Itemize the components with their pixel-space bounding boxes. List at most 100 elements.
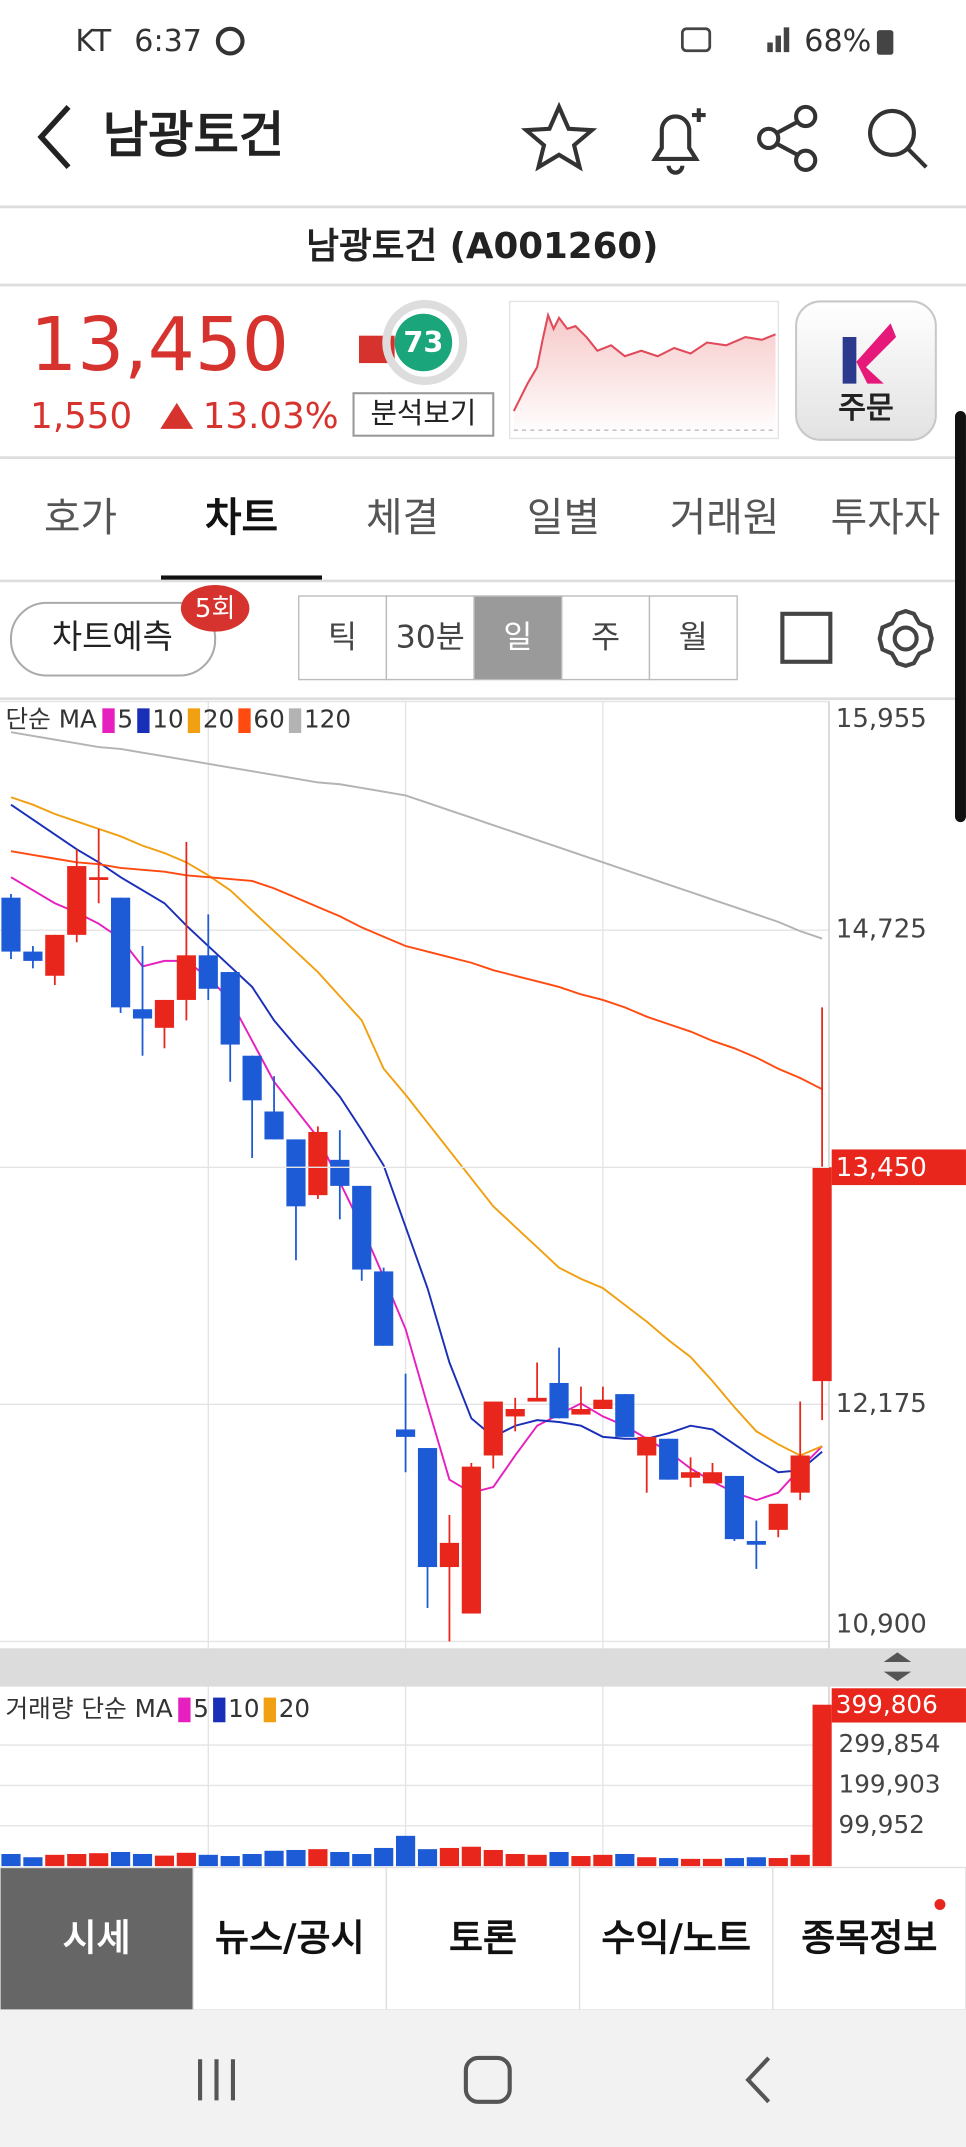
bottom-tab-label: 시세 xyxy=(63,1917,131,1960)
legend-label: 5 xyxy=(193,1694,209,1723)
order-logo xyxy=(856,323,897,384)
time: 6:37 xyxy=(134,24,202,59)
volume-bar xyxy=(132,1854,153,1867)
volume-bar xyxy=(527,1854,547,1867)
volume-bar xyxy=(242,1854,262,1867)
volume-bar xyxy=(395,1835,416,1867)
bottom-tab[interactable] xyxy=(772,1866,966,2011)
favorite-button[interactable] xyxy=(520,101,598,172)
forecast-badge xyxy=(180,585,250,632)
candle-body xyxy=(505,1408,525,1417)
period-button[interactable] xyxy=(385,595,475,681)
search-button[interactable] xyxy=(868,108,928,169)
tab[interactable] xyxy=(322,460,483,579)
ma-line xyxy=(10,796,823,1457)
legend-label: 20 xyxy=(203,705,234,734)
volume-bar xyxy=(308,1849,328,1867)
legend-label: 120 xyxy=(304,705,351,734)
volume-bar xyxy=(746,1857,766,1867)
candle-body xyxy=(702,1472,723,1484)
candle-body xyxy=(176,955,196,1000)
period-button[interactable] xyxy=(473,595,563,681)
score: 73 xyxy=(403,325,443,359)
volume-bar xyxy=(220,1856,240,1867)
tab[interactable] xyxy=(161,460,323,579)
candle-body xyxy=(264,1111,284,1140)
fullscreen-button[interactable] xyxy=(780,611,833,664)
legend-swatch xyxy=(187,708,201,734)
current-price: 13,450 xyxy=(30,302,289,388)
candle-body xyxy=(154,999,175,1028)
tab-label: 차트 xyxy=(205,495,278,541)
analysis-button[interactable] xyxy=(352,392,495,437)
legend-label: 10 xyxy=(152,705,183,734)
legend-label: 20 xyxy=(279,1694,310,1723)
candle-body xyxy=(111,897,131,1008)
legend-swatch xyxy=(288,708,302,734)
change-percent: 13.03% xyxy=(203,396,339,437)
sparkline xyxy=(512,311,776,412)
volume-bar xyxy=(461,1846,481,1867)
badge-label: 5회 xyxy=(195,594,236,624)
candle-body xyxy=(812,1167,832,1382)
volume-bar xyxy=(790,1854,810,1867)
y-tick-label: 14,725 xyxy=(836,915,927,945)
bottom-tab[interactable] xyxy=(0,1866,194,2011)
status-bar: KT 6:37 68% xyxy=(75,24,894,59)
current-price-box xyxy=(831,1149,966,1186)
status-icon xyxy=(215,26,245,56)
y-tick-label: 299,854 xyxy=(839,1729,941,1758)
ma-line xyxy=(10,803,823,1474)
forecast-label: 차트예측 xyxy=(52,617,173,656)
y-tick-label: 15,955 xyxy=(836,704,927,734)
period-label: 일 xyxy=(503,619,532,655)
sparkline-area xyxy=(513,315,776,436)
tab[interactable] xyxy=(804,460,966,579)
alert-button[interactable] xyxy=(651,108,706,175)
candle-body xyxy=(724,1475,745,1540)
score-ring xyxy=(382,300,468,386)
candle-body xyxy=(483,1401,503,1456)
candle-body xyxy=(615,1394,635,1437)
stock-name: 남광토건 (A001260) xyxy=(306,226,658,267)
tab[interactable] xyxy=(483,460,644,579)
volume-bar xyxy=(374,1847,394,1867)
share-button[interactable] xyxy=(757,104,818,172)
candle-body xyxy=(680,1472,701,1478)
tab[interactable] xyxy=(643,460,805,579)
resize-handle[interactable] xyxy=(883,1652,912,1682)
back-nav-button[interactable] xyxy=(745,2056,771,2104)
candle-body xyxy=(549,1382,569,1419)
home-button[interactable] xyxy=(463,2055,512,2104)
candle-body xyxy=(220,972,240,1045)
tab[interactable] xyxy=(0,460,162,579)
settings-button[interactable] xyxy=(877,608,934,669)
candle-body xyxy=(23,951,43,961)
bottom-tab-label: 종목정보 xyxy=(801,1917,937,1960)
y-tick-label: 12,175 xyxy=(836,1389,927,1419)
bottom-tab[interactable] xyxy=(385,1866,581,2011)
volume-bar xyxy=(812,1704,832,1867)
legend-swatch xyxy=(213,1697,226,1723)
bottom-tab[interactable] xyxy=(578,1866,774,2011)
forecast-button[interactable] xyxy=(9,601,217,677)
back-button[interactable] xyxy=(37,105,71,169)
period-button[interactable] xyxy=(298,595,388,681)
candle-body xyxy=(89,877,109,880)
candle-body xyxy=(330,1159,350,1186)
order-label: 주문 xyxy=(838,391,893,426)
candle-body xyxy=(352,1185,372,1270)
volume-bar xyxy=(286,1849,306,1867)
system-nav xyxy=(0,2009,966,2147)
volume-bar xyxy=(593,1854,613,1867)
recents-button[interactable] xyxy=(198,2059,236,2101)
candle-body xyxy=(461,1466,481,1614)
legend-swatch xyxy=(263,1697,276,1723)
period-button[interactable] xyxy=(648,595,738,681)
price-change: 1,550 xyxy=(30,396,132,437)
volume-bar xyxy=(111,1851,131,1867)
tab-label: 호가 xyxy=(44,495,117,541)
volume-bar xyxy=(549,1851,569,1867)
volume-bar xyxy=(680,1858,701,1867)
